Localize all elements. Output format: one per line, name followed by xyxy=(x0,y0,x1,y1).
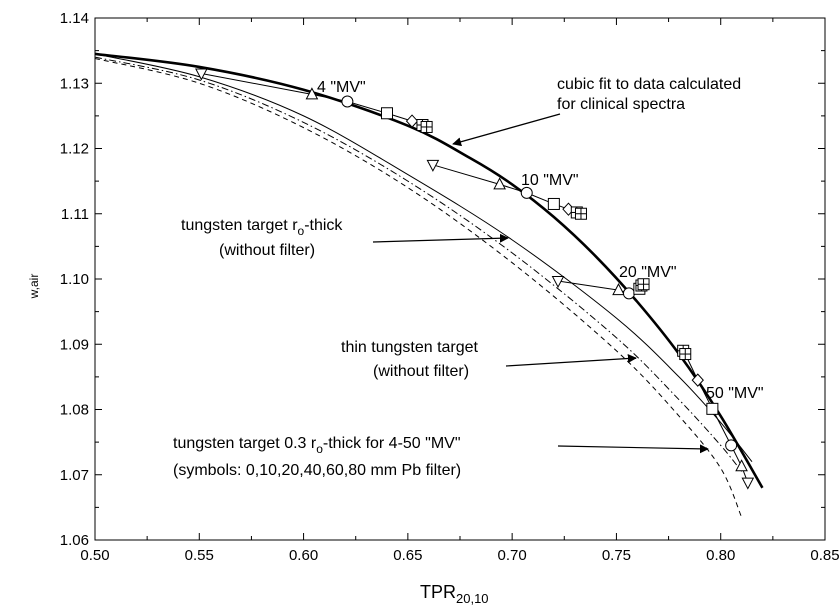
x-axis-label: TPR20,10 xyxy=(420,582,489,606)
y-tick-label: 1.09 xyxy=(60,336,89,353)
y-tick-label: 1.13 xyxy=(60,75,89,92)
marker-diamond xyxy=(691,373,704,387)
group-label-20mv: 20 "MV" xyxy=(619,264,677,281)
annotation-cubic-fit-line1: cubic fit to data calculated xyxy=(557,76,741,93)
marker-square-cross xyxy=(420,120,433,133)
marker-triangle-up xyxy=(612,283,625,296)
marker-circle xyxy=(341,95,354,108)
marker-triangle-down xyxy=(551,275,565,289)
x-tick-label: 0.80 xyxy=(706,547,735,564)
annotation-ro-thick-arrow xyxy=(372,233,509,243)
marker-triangle-down xyxy=(426,159,440,172)
y-tick-label: 1.10 xyxy=(60,271,89,288)
curve-dash-dot xyxy=(95,56,742,472)
annotation-ro-thick-line2: (without filter) xyxy=(219,242,315,259)
marker-triangle-up xyxy=(735,459,748,472)
annotation-03ro-line1: tungsten target 0.3 ro-thick for 4-50 "M… xyxy=(173,435,461,456)
annotation-thin-target-line1: thin tungsten target xyxy=(341,339,479,356)
x-tick-label: 0.75 xyxy=(602,547,631,564)
annotation-03ro-arrow xyxy=(557,444,709,454)
marker-square xyxy=(381,107,393,120)
marker-square xyxy=(547,197,560,210)
x-tick-label: 0.70 xyxy=(498,547,527,564)
ticks-layer: 0.50 0.55 0.60 0.65 0.70 0.75 0.80 0.85 1.06 1.07… xyxy=(60,10,839,564)
y-tick-label: 1.11 xyxy=(61,206,89,223)
curves-layer xyxy=(95,52,764,518)
x-tick-label: 0.60 xyxy=(289,547,318,564)
annotation-cubic-fit-line2: for clinical spectra xyxy=(557,96,685,113)
marker-circle xyxy=(725,439,738,452)
group-label-50mv: 50 "MV" xyxy=(706,385,764,402)
y-tick-label: 1.07 xyxy=(60,467,89,484)
y-tick-label: 1.12 xyxy=(60,141,89,158)
annotation-cubic-fit-arrow xyxy=(452,113,561,147)
marker-square-cross xyxy=(679,348,692,361)
marker-triangle-down xyxy=(741,477,755,490)
y-tick-label: 1.06 xyxy=(60,532,89,549)
y-tick-label: 1.14 xyxy=(60,10,89,27)
marker-circle xyxy=(622,287,635,300)
curve-thick-solid xyxy=(95,52,764,489)
group-label-10mv: 10 "MV" xyxy=(521,172,579,189)
x-tick-label: 0.55 xyxy=(185,547,214,564)
marker-triangle-down xyxy=(195,68,208,81)
marker-square-cross xyxy=(637,278,650,291)
markers-layer xyxy=(195,68,755,490)
x-tick-label: 0.85 xyxy=(810,547,839,564)
marker-diamond xyxy=(405,114,419,128)
marker-circle xyxy=(520,186,533,199)
marker-square-cross xyxy=(574,207,587,220)
marker-triangle-up xyxy=(493,177,506,190)
curve-dashed xyxy=(95,57,743,518)
annotation-03ro-line2: (symbols: 0,10,20,40,60,80 mm Pb filter) xyxy=(173,462,461,479)
y-axis-label: w,air xyxy=(27,274,41,300)
x-tick-label: 0.65 xyxy=(393,547,422,564)
annotation-thin-target-arrow xyxy=(505,354,637,367)
annotation-thin-target-line2: (without filter) xyxy=(373,363,469,380)
curve-thin-solid xyxy=(95,53,753,463)
annotation-ro-thick-line1: tungsten target ro-thick xyxy=(181,217,343,238)
marker-triangle-up xyxy=(305,87,319,100)
x-tick-label: 0.50 xyxy=(80,547,109,564)
y-tick-label: 1.08 xyxy=(60,402,89,419)
marker-square xyxy=(706,402,719,415)
group-label-4mv: 4 "MV" xyxy=(317,79,366,96)
